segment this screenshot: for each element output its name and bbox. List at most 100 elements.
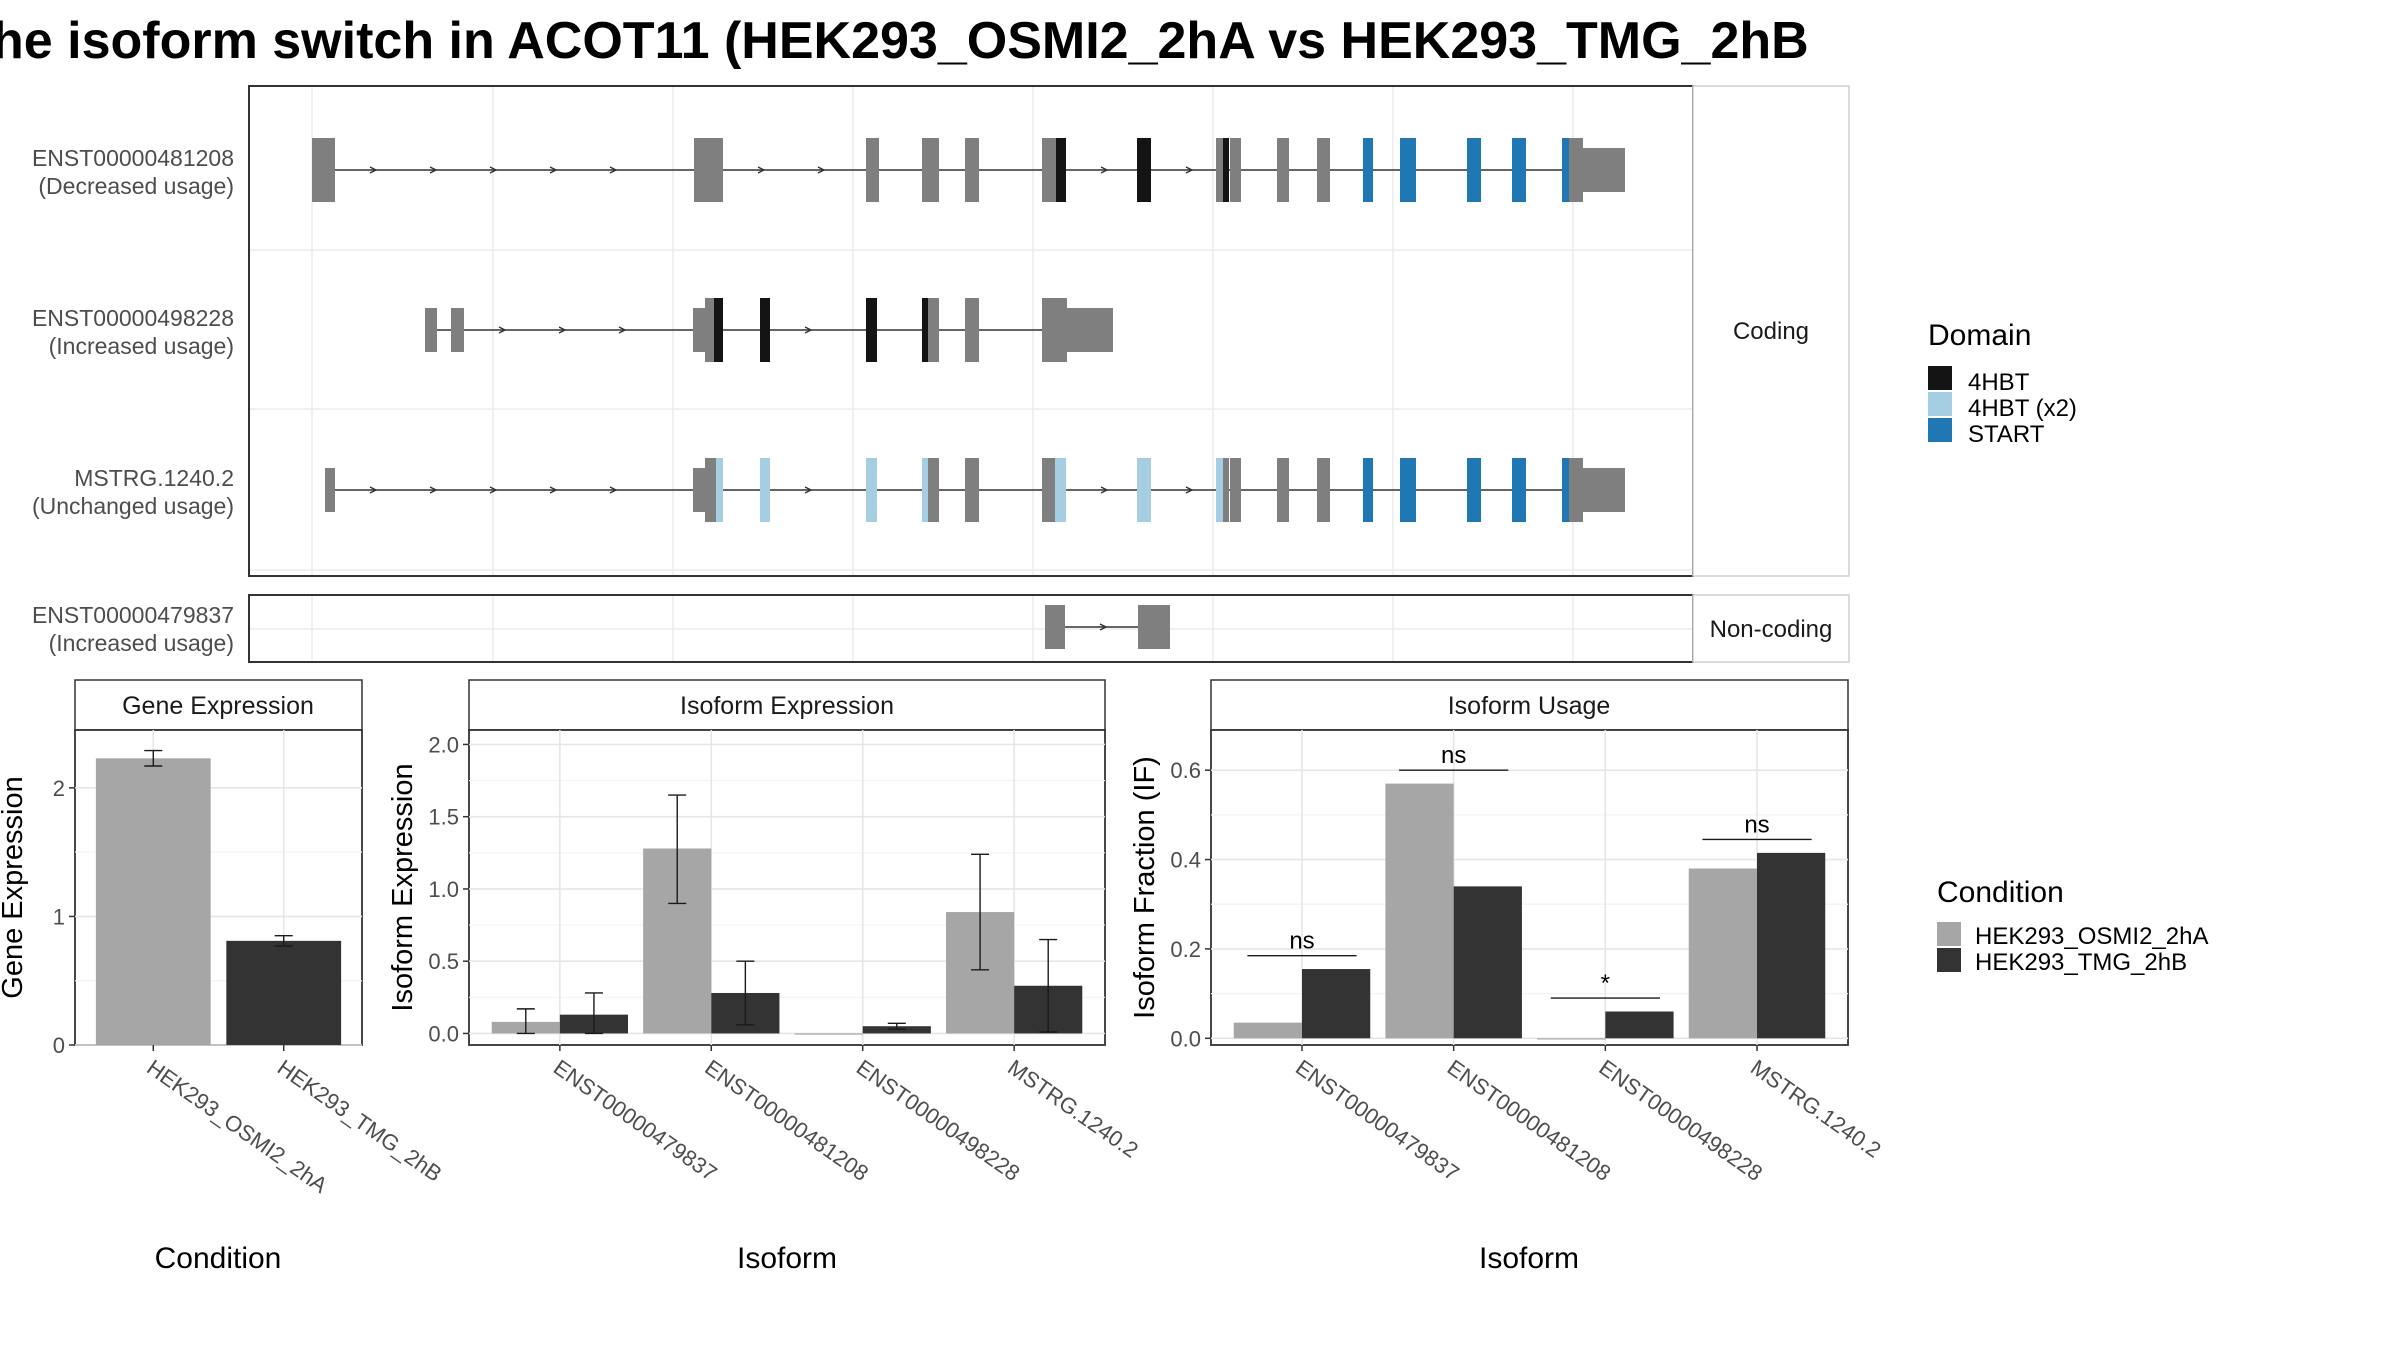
- exon: [1137, 138, 1151, 202]
- significance-label: ns: [1441, 742, 1466, 769]
- exon: [922, 458, 928, 522]
- legend-swatch: [1928, 418, 1952, 442]
- exon: [1223, 138, 1229, 202]
- legend-label: 4HBT: [1968, 369, 2030, 396]
- exon: [928, 298, 939, 362]
- direction-arrow: [489, 166, 498, 174]
- significance-label: ns: [1744, 811, 1769, 838]
- exon: [1216, 138, 1223, 202]
- bar: [226, 940, 342, 1045]
- exon: [1042, 458, 1055, 522]
- exon: [1056, 138, 1066, 202]
- x-tick-label: ENST00000481208: [700, 1055, 873, 1186]
- direction-arrow: [609, 486, 618, 494]
- x-tick-label: ENST00000481208: [1443, 1055, 1616, 1186]
- direction-arrow: [369, 486, 378, 494]
- isoform-usage-panel: Isoform Usage ns ns * ns 0.0 0.2 0.4 0.6 ENST0000…: [1129, 679, 1886, 1275]
- exon: [866, 458, 877, 522]
- direction-arrow: [817, 166, 826, 174]
- direction-arrow: [1185, 166, 1194, 174]
- transcript-usage-label: (Increased usage): [49, 630, 234, 656]
- facet-strip: [1210, 679, 1849, 731]
- bar: [1233, 1022, 1302, 1039]
- panel-title: Isoform Expression: [680, 692, 894, 720]
- legend-swatch: [1937, 922, 1961, 946]
- exon: [1067, 308, 1113, 352]
- exon: [1230, 458, 1241, 522]
- transcript-id-label: ENST00000479837: [32, 602, 234, 628]
- transcript-structure-panel: Coding Non-coding ENST00000481208 (Decre…: [32, 85, 1850, 663]
- x-tick-label: ENST00000479837: [1291, 1055, 1464, 1186]
- exon: [1512, 138, 1526, 202]
- direction-arrow: [1099, 623, 1108, 631]
- x-axis-title: Isoform: [737, 1242, 837, 1275]
- exon: [922, 138, 939, 202]
- legend-swatch: [1937, 948, 1961, 972]
- direction-arrow: [618, 326, 627, 334]
- direction-arrow: [369, 166, 378, 174]
- exon: [693, 468, 705, 512]
- y-axis-title: Gene Expression: [0, 776, 29, 998]
- exon: [1562, 138, 1569, 202]
- bar: [1385, 783, 1454, 1039]
- transcript-id-label: MSTRG.1240.2: [74, 465, 234, 491]
- exon: [1562, 458, 1569, 522]
- direction-arrow: [1100, 166, 1109, 174]
- direction-arrow: [549, 486, 558, 494]
- exon: [1467, 138, 1481, 202]
- significance-label: *: [1601, 970, 1610, 997]
- exon: [760, 458, 770, 522]
- exon: [694, 138, 723, 202]
- exon: [693, 308, 705, 352]
- exon: [760, 298, 770, 362]
- y-tick-label: 0.0: [428, 1021, 459, 1046]
- isoform-expression-panel: Isoform Expression 0.0 0.5 1.0 1.5 2.0 ENST000…: [387, 679, 1143, 1275]
- exon: [714, 298, 723, 362]
- bar: [1757, 852, 1826, 1039]
- exon: [705, 298, 714, 362]
- y-tick-label: 1.0: [428, 877, 459, 902]
- facet-label-coding: Coding: [1733, 318, 1809, 345]
- exon: [1137, 458, 1151, 522]
- exon: [1230, 138, 1241, 202]
- panel-title: Gene Expression: [122, 692, 314, 720]
- exon: [1055, 458, 1066, 522]
- exon: [1042, 138, 1056, 202]
- bar: [1537, 1038, 1606, 1040]
- y-tick-label: 0.0: [1170, 1026, 1201, 1051]
- condition-legend: Condition HEK293_OSMI2_2hA HEK293_TMG_2h…: [1937, 876, 2208, 976]
- y-tick-label: 1: [53, 904, 65, 929]
- bar: [1302, 969, 1371, 1039]
- y-tick-label: 0.6: [1170, 758, 1201, 783]
- facet-strip: [468, 679, 1106, 731]
- exon: [965, 298, 979, 362]
- x-tick-label: MSTRG.1240.2: [1746, 1055, 1886, 1163]
- direction-arrow: [804, 326, 813, 334]
- bar: [95, 758, 211, 1045]
- y-tick-label: 0.4: [1170, 848, 1201, 873]
- x-tick-label: MSTRG.1240.2: [1003, 1055, 1143, 1163]
- exon: [965, 138, 979, 202]
- exon: [1277, 458, 1289, 522]
- y-tick-label: 1.5: [428, 805, 459, 830]
- x-tick-label: ENST00000498228: [852, 1055, 1025, 1186]
- y-axis-title: Isoform Fraction (IF): [1129, 756, 1161, 1019]
- exon: [866, 138, 877, 202]
- exon: [1583, 468, 1625, 512]
- exon: [928, 458, 939, 522]
- exon: [312, 138, 335, 202]
- legend-label: HEK293_TMG_2hB: [1975, 949, 2187, 976]
- exon: [1512, 458, 1526, 522]
- direction-arrow: [1185, 486, 1194, 494]
- direction-arrow: [489, 486, 498, 494]
- exon: [1317, 458, 1330, 522]
- bar: [1688, 868, 1757, 1039]
- direction-arrow: [549, 166, 558, 174]
- bar: [1453, 886, 1522, 1039]
- exon: [716, 458, 723, 522]
- direction-arrow: [429, 486, 438, 494]
- transcript-track: [425, 298, 1113, 362]
- exon: [866, 298, 877, 362]
- direction-arrow: [429, 166, 438, 174]
- significance-label: ns: [1289, 928, 1314, 955]
